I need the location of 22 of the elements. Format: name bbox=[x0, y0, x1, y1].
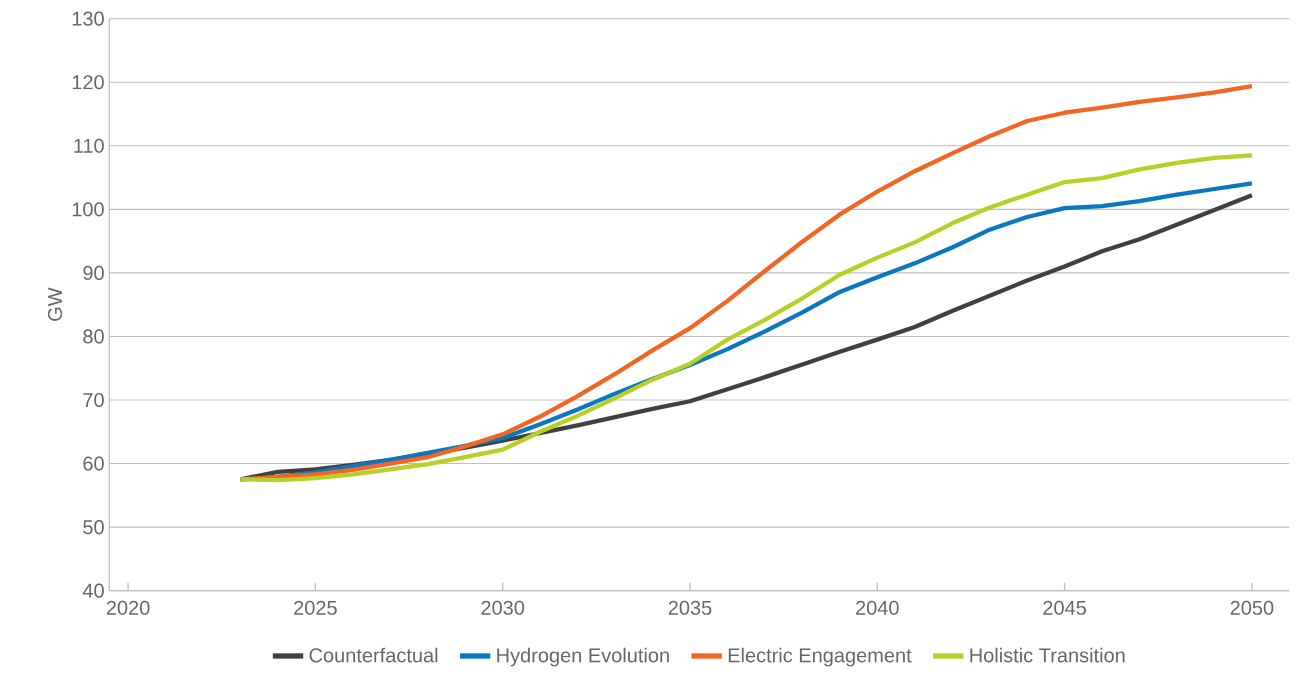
y-tick-label: 40 bbox=[82, 583, 104, 598]
x-tick-label: 2040 bbox=[856, 600, 899, 615]
y-tick-label: 100 bbox=[72, 202, 104, 217]
y-tick-label: 80 bbox=[83, 329, 104, 344]
x-tick-label: 2045 bbox=[1043, 600, 1086, 615]
y-tick-label: 70 bbox=[83, 392, 104, 407]
legend-label: Holistic Transition bbox=[970, 647, 1125, 663]
x-tick-label: 2030 bbox=[481, 600, 525, 615]
y-tick-label: 50 bbox=[83, 519, 104, 535]
y-tick-label: 130 bbox=[72, 11, 104, 26]
legend-label: Hydrogen Evolution bbox=[497, 647, 669, 667]
legend-label: Electric Engagement bbox=[728, 647, 912, 667]
legend-label: Counterfactual bbox=[309, 647, 438, 663]
y-axis-title: GW bbox=[47, 287, 63, 321]
x-tick-label: 2025 bbox=[294, 600, 337, 615]
x-tick-label: 2035 bbox=[668, 600, 712, 615]
y-tick-label: 60 bbox=[83, 456, 104, 471]
y-tick-label: 110 bbox=[74, 138, 104, 153]
x-tick-label: 2050 bbox=[1230, 600, 1274, 615]
x-tick-label: 2020 bbox=[106, 600, 150, 615]
y-tick-label: 90 bbox=[83, 265, 104, 280]
y-tick-label: 120 bbox=[72, 74, 104, 90]
